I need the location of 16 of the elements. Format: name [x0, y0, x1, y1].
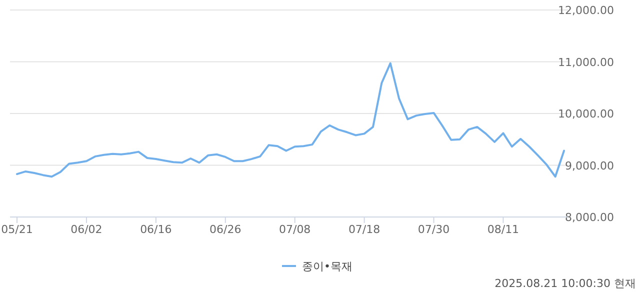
- x-tick-label: 07/08: [278, 223, 311, 236]
- legend-label: 종이•목재: [302, 260, 352, 273]
- y-tick-label: 11,000.00: [558, 56, 614, 69]
- y-tick-label: 10,000.00: [558, 108, 614, 120]
- x-tick-label: 06/26: [210, 223, 242, 236]
- y-tick-label: 8,000.00: [565, 211, 614, 224]
- x-tick-label: 08/11: [487, 223, 520, 236]
- y-tick-label: 12,000.00: [558, 4, 614, 17]
- x-tick-label: 06/16: [140, 223, 172, 236]
- y-tick-label: 9,000.00: [565, 159, 614, 172]
- x-tick-label: 05/21: [1, 223, 33, 236]
- text: 2025.08.21 10:00:30 현재: [494, 277, 636, 290]
- x-tick-label: 07/30: [418, 223, 450, 236]
- legend: 종이•목재: [282, 260, 352, 273]
- x-tick-label: 07/18: [348, 223, 380, 236]
- x-tick-label: 06/02: [70, 223, 102, 236]
